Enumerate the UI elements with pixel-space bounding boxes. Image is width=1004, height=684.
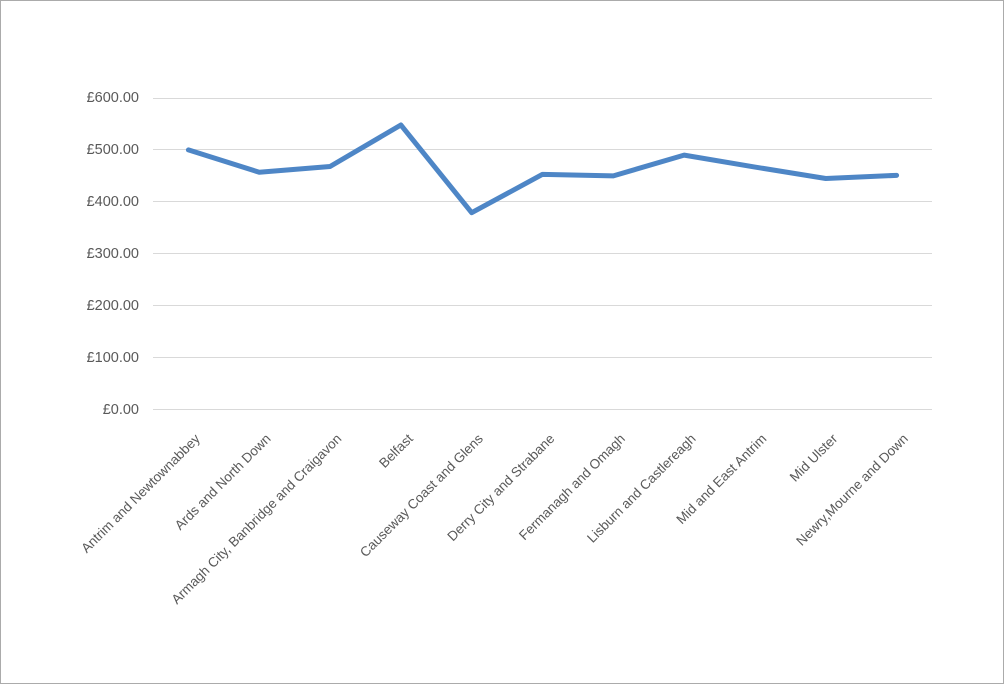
data-line	[185, 122, 900, 216]
y-axis-tick-label: £400.00	[86, 193, 139, 210]
gridline	[153, 97, 932, 99]
gridline	[153, 409, 932, 410]
gridline	[153, 201, 932, 203]
y-axis-tick-label: £200.00	[86, 297, 139, 314]
gridline	[153, 149, 932, 151]
gridline	[153, 305, 932, 307]
y-axis-tick-label: £600.00	[86, 90, 139, 106]
y-axis-tick-label: £100.00	[86, 349, 139, 366]
gridline	[153, 357, 932, 359]
y-axis-tick-label: £500.00	[86, 141, 139, 158]
y-axis-tick-label: £0.00	[102, 401, 139, 418]
y-axis-tick-label: £300.00	[86, 245, 139, 262]
gridline	[153, 253, 932, 255]
